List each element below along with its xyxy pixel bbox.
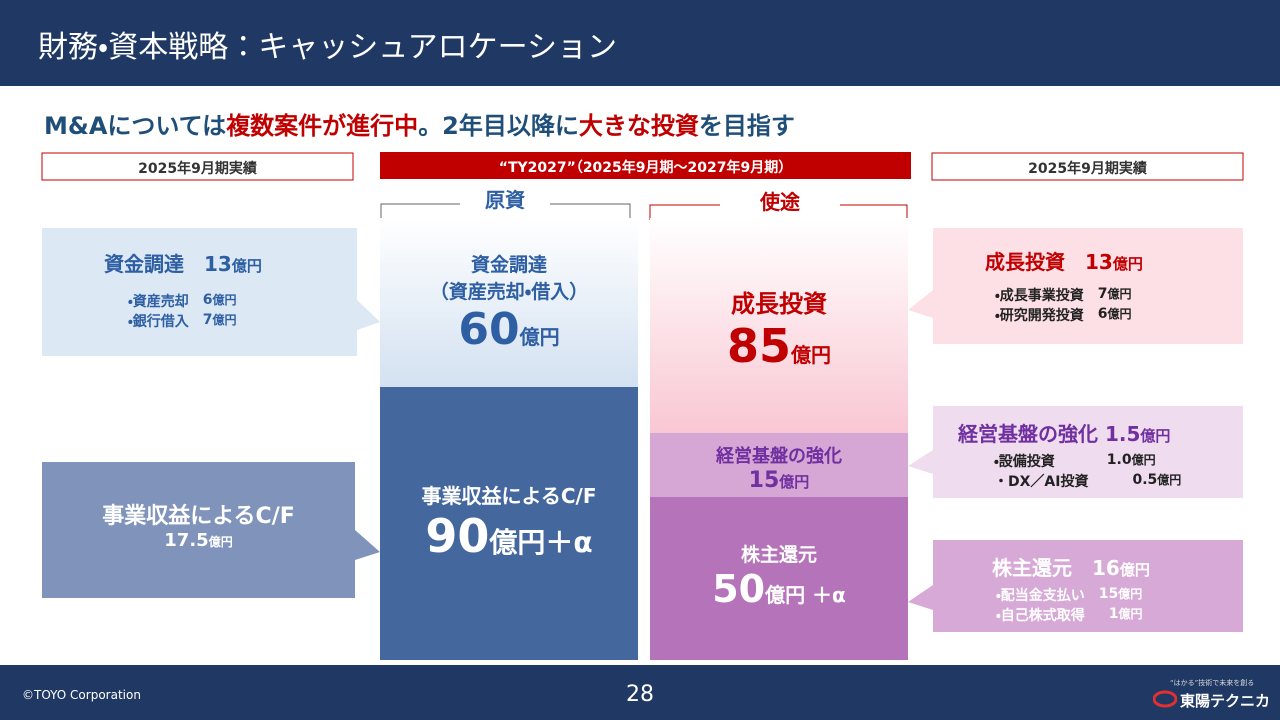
source-box: 資金調達 （資産売却・借入） 60億円 [380, 250, 638, 355]
amount: 50 [712, 567, 766, 611]
amount: 0.5 [1132, 472, 1158, 488]
amount: 7 [1097, 286, 1108, 302]
amount: 17.5 [164, 530, 209, 551]
item: ・配当金支払い [996, 588, 1085, 604]
headline: M&Aについては複数案件が進行中。2年目以降に大きな投資を目指す [44, 106, 795, 141]
amount: 90 [425, 509, 490, 563]
returns-box: 株主還元 16億円 ・配当金支払い 15億円 ・自己株式取得 1億円 [992, 552, 1150, 625]
amount: 7 [202, 312, 213, 328]
box-title: 経営基盤の強化 [958, 422, 1098, 446]
headline-text: を目指す [698, 112, 795, 140]
box-title: 株主還元 [740, 544, 817, 566]
use-box: 経営基盤の強化 15億円 [650, 442, 908, 493]
funding-box: 資金調達 13億円 ・資産売却 6億円 ・銀行借入 7億円 [104, 248, 262, 331]
amount: 16 [1092, 556, 1120, 580]
unit: 億円＋α [489, 526, 593, 559]
box-subtitle: （資産売却・借入） [429, 281, 589, 303]
header-title: 財務・資本戦略：キャッシュアロケーション [38, 30, 617, 65]
unit: 億円 [1131, 453, 1156, 467]
use-box: 株主還元 50億円 ＋α [650, 540, 908, 611]
unit: 億円 [208, 535, 233, 549]
unit: 億円 [1140, 427, 1171, 445]
amount: 85 [726, 319, 791, 373]
unit: 億円 [1107, 287, 1132, 301]
amount: 6 [202, 292, 213, 308]
amount: 1.5 [1104, 422, 1141, 446]
column-label: 使途 [760, 190, 800, 214]
box-title: 成長投資 [731, 290, 827, 318]
page-number: 28 [626, 682, 654, 707]
cf-box: 事業収益によるC/F 17.5億円 [42, 498, 355, 551]
amount: 1 [1108, 606, 1119, 622]
amount: 1.0 [1106, 452, 1132, 468]
unit: 億円 [1112, 255, 1143, 273]
unit: 億円 [1107, 307, 1132, 321]
amount: 13 [204, 252, 232, 276]
unit: 億円 [212, 313, 237, 327]
unit: 億円 [519, 325, 560, 349]
amount: 60 [458, 304, 520, 355]
headline-emphasis: 大きな投資 [578, 112, 699, 140]
item: ・DX／AI投資 [994, 474, 1089, 490]
use-box: 成長投資 85億円 [650, 284, 908, 373]
tagline: “はかる”技術で未来を創る [1170, 679, 1255, 687]
period-label: 2025年9月期実績 [138, 161, 257, 177]
growth-box: 成長投資 13億円 ・成長事業投資 7億円 ・研究開発投資 6億円 [985, 246, 1143, 325]
item: ・資産売却 [128, 294, 189, 310]
item: ・研究開発投資 [995, 308, 1084, 324]
unit: 億円 [212, 293, 237, 307]
box-title: 成長投資 [985, 250, 1065, 274]
box-title: 資金調達 [104, 252, 184, 276]
headline-emphasis: 複数案件が進行中 [226, 112, 419, 140]
unit: 億円 [1157, 473, 1182, 487]
headline-text: M&Aについては [44, 112, 227, 140]
unit: 億円 [791, 343, 831, 367]
unit: 億円 [779, 473, 810, 491]
unit: 億円 [1118, 607, 1143, 621]
logo-mark [1153, 690, 1177, 708]
box-title: 資金調達 [470, 254, 547, 276]
box-title: 事業収益によるC/F [102, 504, 295, 529]
box-title: 株主還元 [992, 556, 1072, 580]
item: ・成長事業投資 [995, 288, 1084, 304]
unit: 億円 ＋α [765, 583, 846, 607]
amount: 6 [1097, 306, 1108, 322]
amount: 13 [1085, 250, 1113, 274]
item: ・銀行借入 [128, 314, 189, 330]
source-box: 事業収益によるC/F 90億円＋α [380, 480, 638, 563]
period-label: “TY2027”（2025年9月期～2027年9月期） [498, 160, 793, 176]
amount: 15 [1098, 586, 1119, 602]
headline-text: 。2年目以降に [418, 112, 579, 140]
item: ・設備投資 [994, 454, 1055, 470]
base-box: 経営基盤の強化 1.5億円 ・設備投資 1.0億円 ・DX／AI投資 0.5億円 [958, 418, 1181, 491]
box-title: 事業収益によるC/F [421, 484, 597, 508]
amount: 15 [748, 468, 780, 493]
logo: 東陽テクニカ [1180, 692, 1271, 710]
period-label: 2025年9月期実績 [1028, 161, 1147, 177]
unit: 億円 [1118, 587, 1143, 601]
column-label: 原資 [485, 188, 525, 212]
unit: 億円 [231, 257, 262, 275]
box-title: 経営基盤の強化 [716, 446, 842, 467]
copyright: ©TOYO Corporation [22, 688, 141, 702]
unit: 億円 [1119, 561, 1150, 579]
item: ・自己株式取得 [996, 608, 1085, 624]
